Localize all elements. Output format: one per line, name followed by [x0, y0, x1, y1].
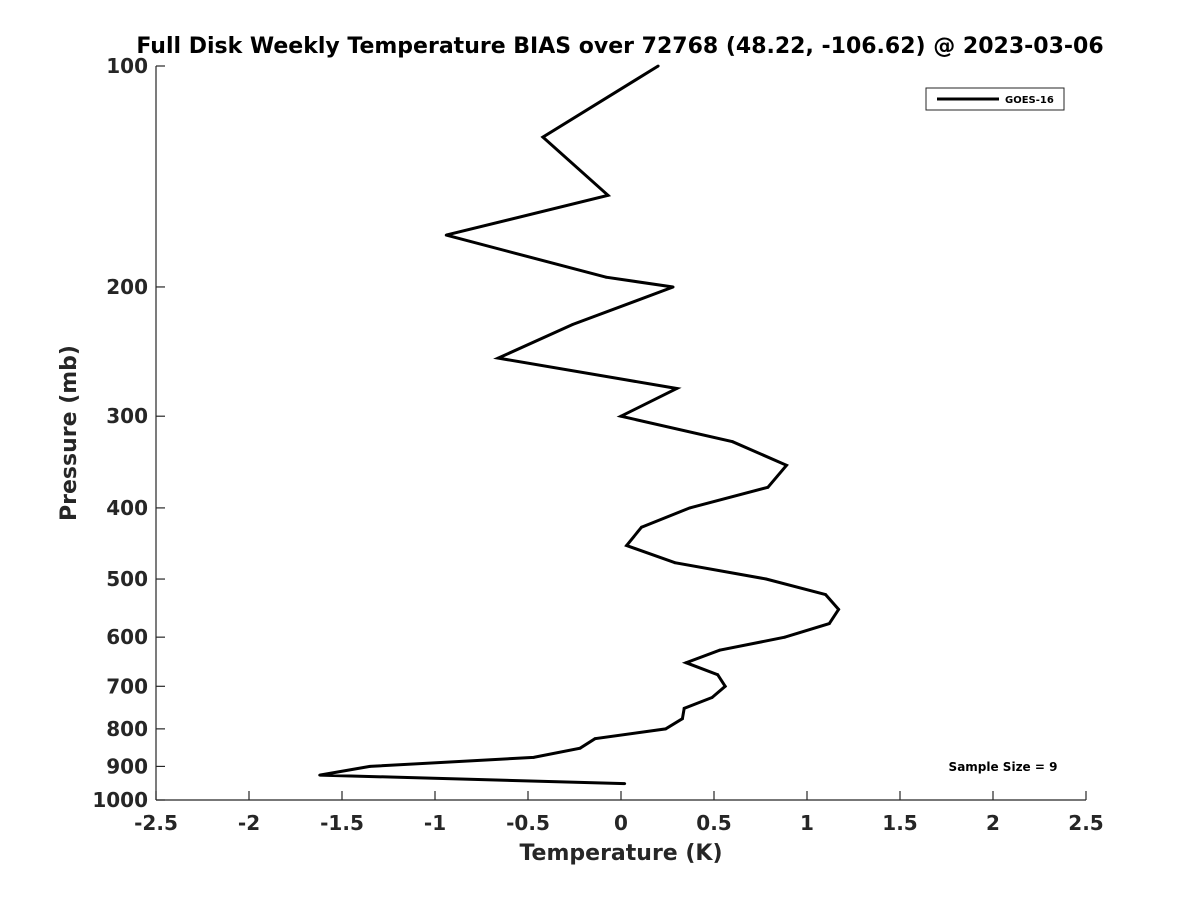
data-point	[764, 577, 768, 581]
data-point	[731, 440, 734, 444]
y-tick-label: 1000	[92, 788, 148, 812]
data-point	[623, 782, 627, 785]
data-point	[625, 544, 628, 547]
data-point	[766, 485, 770, 489]
x-tick-label: -2.5	[134, 811, 178, 835]
data-point	[541, 135, 545, 139]
x-tick-label: -1.5	[320, 811, 364, 835]
data-point	[619, 414, 623, 418]
data-point	[716, 673, 720, 677]
y-tick-label: 300	[106, 404, 148, 428]
data-point	[656, 64, 660, 68]
data-point	[785, 463, 788, 467]
series-group	[318, 64, 841, 786]
data-point	[682, 706, 686, 710]
x-tick-label: 2.5	[1068, 811, 1103, 835]
data-point	[718, 648, 721, 652]
data-point	[673, 561, 677, 565]
data-point	[606, 193, 610, 197]
data-point	[688, 506, 692, 510]
data-point	[496, 356, 500, 360]
y-tick-label: 800	[106, 717, 148, 741]
x-tick-label: 0.5	[696, 811, 731, 835]
x-tick-label: -0.5	[506, 811, 550, 835]
data-point	[723, 684, 727, 688]
legend: GOES-16	[925, 87, 1065, 111]
data-point	[824, 593, 827, 596]
x-tick-label: 0	[614, 811, 628, 835]
y-tick-label: 900	[106, 754, 148, 778]
y-axis-label: Pressure (mb)	[57, 345, 82, 521]
x-tick-label: 2	[986, 811, 1000, 835]
sample-size-annotation: Sample Size = 9	[949, 760, 1058, 774]
series-line-goes-16	[319, 64, 841, 786]
x-tick-label: -2	[238, 811, 260, 835]
y-tick-label: 100	[106, 54, 148, 78]
data-point	[675, 387, 679, 390]
data-point	[827, 622, 831, 625]
data-point	[604, 275, 608, 279]
data-point	[710, 696, 714, 699]
data-point	[318, 773, 322, 777]
data-point	[640, 525, 643, 529]
data-point	[368, 765, 372, 768]
axes	[155, 66, 1086, 801]
y-tick-label: 200	[106, 275, 148, 299]
x-axis-label: Temperature (K)	[519, 841, 722, 866]
data-point	[684, 661, 688, 665]
y-tick-label: 700	[106, 674, 148, 698]
data-point	[783, 635, 787, 639]
data-point	[837, 608, 840, 611]
data-point	[444, 233, 448, 237]
data-point	[664, 727, 667, 731]
data-point	[571, 323, 574, 326]
x-tick-label: 1	[800, 811, 814, 835]
x-ticks: -2.5 -2 -1.5 -1 -0.5 0 0.5 1 1.5 2 2.5	[134, 791, 1104, 835]
data-point	[532, 756, 535, 759]
data-point	[681, 717, 684, 721]
data-point	[578, 746, 582, 750]
x-tick-label: -1	[424, 811, 446, 835]
legend-label-goes-16: GOES-16	[1005, 95, 1054, 106]
y-tick-label: 500	[106, 567, 148, 591]
y-ticks: 100 200 300 400 500 600 700 800 900 1000	[92, 54, 165, 812]
x-tick-label: 1.5	[882, 811, 917, 835]
y-tick-label: 400	[106, 496, 148, 520]
data-point	[593, 737, 597, 741]
data-point	[671, 285, 675, 289]
y-tick-label: 600	[106, 625, 148, 649]
chart-title: Full Disk Weekly Temperature BIAS over 7…	[136, 34, 1103, 59]
